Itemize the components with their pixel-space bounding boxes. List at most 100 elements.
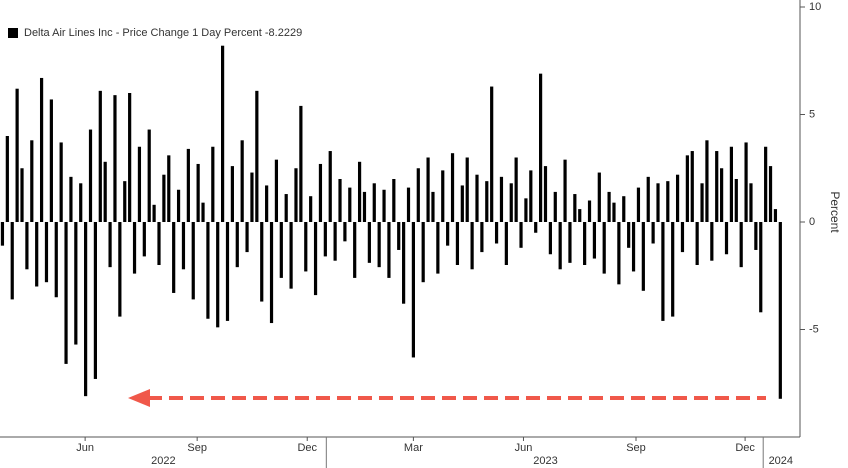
bar	[323, 222, 327, 257]
bar	[338, 179, 342, 222]
bar	[318, 163, 323, 222]
bar	[455, 222, 460, 265]
bar	[74, 222, 78, 345]
bar	[612, 202, 616, 222]
bar	[397, 222, 401, 250]
bar	[108, 222, 112, 268]
bar	[113, 95, 117, 222]
bar	[480, 222, 484, 253]
bar	[568, 222, 572, 263]
year-label: 2024	[769, 455, 793, 467]
bar	[592, 222, 597, 259]
bar	[15, 88, 19, 222]
bar	[641, 222, 645, 291]
bars	[0, 45, 782, 399]
bar	[221, 45, 225, 223]
bar	[260, 222, 264, 302]
bar	[313, 222, 318, 296]
bar	[475, 174, 479, 222]
bar	[587, 200, 592, 222]
bar	[411, 222, 415, 358]
bar	[299, 105, 303, 222]
bar	[230, 166, 234, 222]
x-tick-label: Jun	[76, 442, 94, 454]
bar	[494, 222, 499, 244]
bar	[744, 142, 748, 222]
bar	[123, 181, 127, 222]
bar	[255, 90, 259, 222]
arrow	[128, 389, 766, 407]
bar	[10, 222, 14, 300]
bar	[25, 222, 29, 270]
y-tick-label: 10	[809, 1, 821, 13]
bar	[206, 222, 210, 319]
bar	[35, 222, 39, 287]
bar	[524, 198, 528, 222]
bar	[59, 142, 63, 222]
bar	[93, 222, 97, 379]
bar	[529, 170, 533, 222]
bar	[128, 93, 132, 222]
bar	[279, 222, 283, 278]
legend-box	[2, 22, 372, 44]
bar	[622, 196, 626, 222]
legend-swatch	[8, 28, 18, 38]
bar	[460, 185, 464, 222]
bar	[167, 155, 171, 222]
bar	[685, 155, 689, 222]
bar	[103, 161, 107, 222]
x-tick-label: Dec	[297, 442, 317, 454]
bar	[534, 222, 538, 233]
bar	[39, 77, 44, 222]
bar	[186, 148, 190, 222]
bar	[49, 99, 53, 222]
bar	[162, 174, 166, 222]
bar	[651, 222, 655, 244]
bar	[98, 90, 102, 222]
bar	[573, 194, 577, 222]
bar	[240, 140, 244, 222]
bar	[617, 222, 621, 285]
bar	[558, 222, 562, 270]
bar	[470, 222, 474, 270]
bar	[333, 222, 337, 261]
bar	[118, 222, 122, 317]
bar	[666, 181, 670, 222]
bar	[578, 209, 582, 222]
bar	[377, 222, 381, 268]
bar	[636, 187, 641, 222]
bar	[201, 202, 205, 222]
bar	[426, 157, 430, 222]
bar	[563, 159, 567, 222]
bar	[465, 157, 469, 222]
bar	[5, 136, 9, 222]
bar	[680, 222, 685, 253]
bar	[485, 181, 489, 222]
y-tick-label: -5	[809, 323, 819, 335]
bar	[661, 222, 665, 321]
bar	[357, 161, 362, 222]
bar	[30, 140, 34, 222]
bar	[754, 222, 758, 250]
year-label: 2023	[533, 455, 557, 467]
bar	[627, 222, 631, 248]
bar	[631, 222, 636, 272]
bar	[196, 163, 200, 222]
bar	[543, 166, 548, 222]
bar	[284, 194, 288, 222]
bar	[499, 176, 504, 222]
bar	[700, 183, 704, 222]
bar	[764, 146, 768, 222]
bar	[715, 151, 719, 222]
bar	[372, 183, 376, 222]
bar	[176, 189, 181, 222]
bar	[597, 172, 601, 222]
bar	[548, 222, 552, 255]
bar	[402, 222, 406, 304]
bar	[519, 222, 523, 248]
plot-area	[0, 0, 800, 437]
bar	[720, 168, 724, 222]
x-tick-label: Sep	[626, 442, 646, 454]
bar	[181, 222, 186, 270]
